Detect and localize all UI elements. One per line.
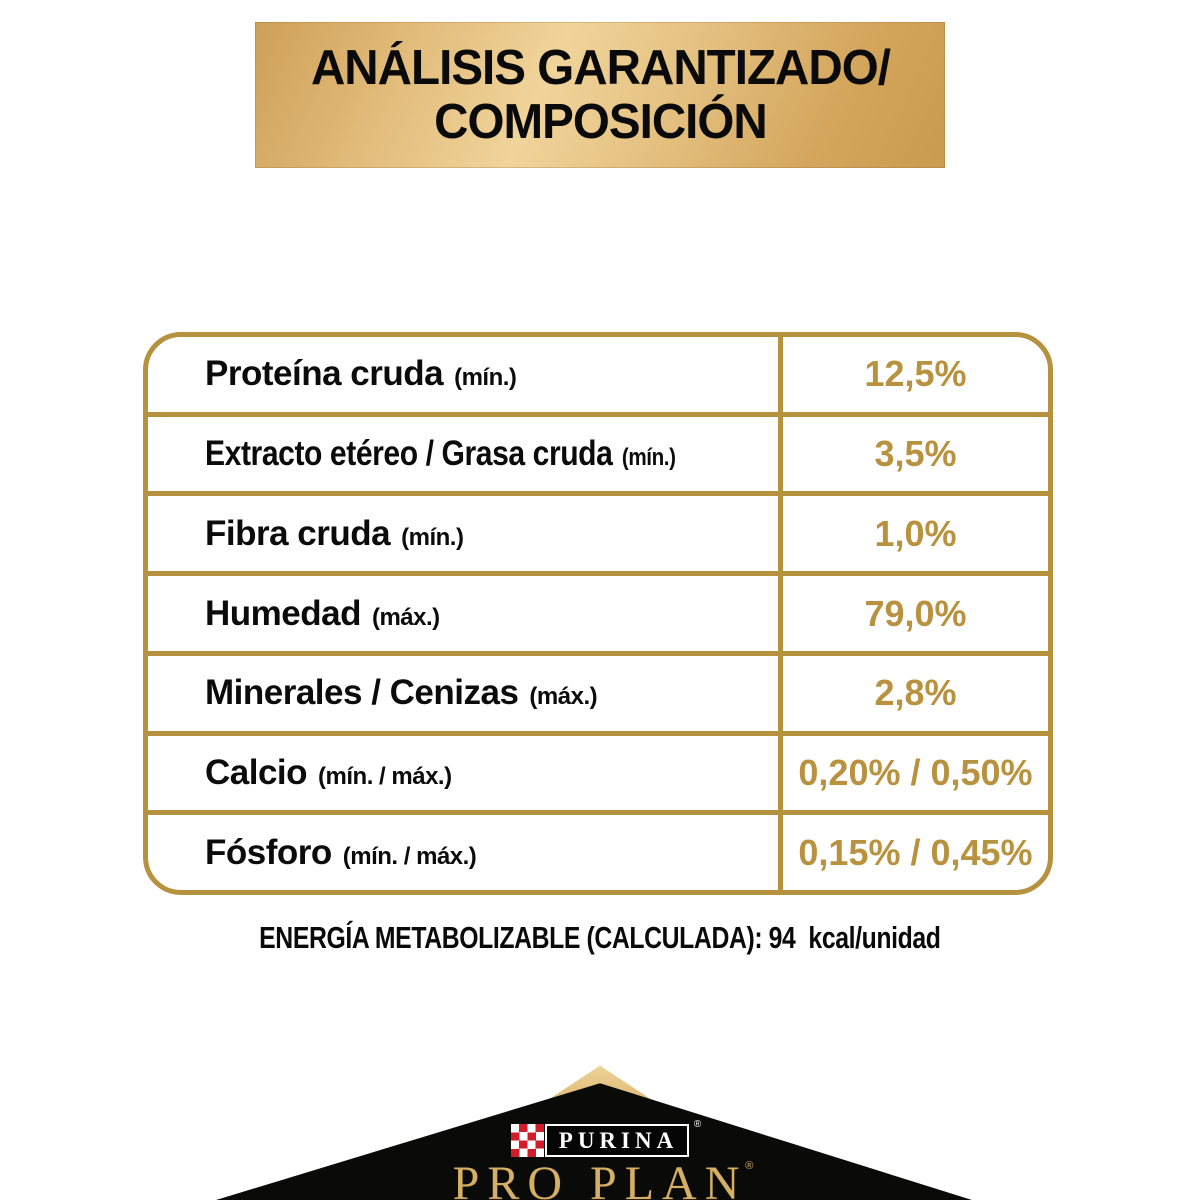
table-row: Fibra cruda (mín.) 1,0% — [148, 491, 1048, 572]
purina-wordmark-box: PURINA — [544, 1124, 690, 1157]
nutrient-value: 1,0% — [874, 512, 957, 554]
title-banner: ANÁLISIS GARANTIZADO/ COMPOSICIÓN — [255, 22, 945, 168]
nutrient-qualifier: (mín.) — [454, 364, 517, 392]
proplan-wordmark: PRO PLAN — [452, 1157, 748, 1200]
nutrient-value: 0,15% / 0,45% — [798, 831, 1033, 873]
nutrient-value-cell: 12,5% — [778, 337, 1048, 412]
nutrient-name: Humedad — [205, 593, 361, 633]
nutrient-name: Extracto etéreo / Grasa cruda — [205, 434, 613, 474]
nutrient-value-cell: 0,15% / 0,45% — [778, 815, 1048, 890]
nutrient-name: Fósforo — [205, 832, 332, 872]
nutrient-value: 3,5% — [874, 433, 957, 475]
table-row: Proteína cruda (mín.) 12,5% — [148, 337, 1048, 412]
purina-checkerboard-icon — [510, 1124, 544, 1157]
nutrient-value: 2,8% — [874, 672, 957, 714]
page-title-line1: ANÁLISIS GARANTIZADO/ — [310, 41, 890, 95]
nutrient-qualifier: (mín. / máx.) — [318, 762, 452, 790]
nutrient-value-cell: 2,8% — [778, 655, 1048, 731]
nutrient-qualifier: (mín.) — [621, 444, 676, 472]
nutrient-qualifier: (máx.) — [529, 683, 598, 711]
nutrient-value-cell: 1,0% — [778, 496, 1048, 572]
brand-footer: PURINA ® PRO PLAN ® — [0, 1054, 1200, 1200]
nutrient-qualifier: (mín.) — [401, 523, 464, 551]
metabolizable-energy-line: ENERGÍA METABOLIZABLE (CALCULADA): 94 kc… — [0, 920, 1200, 956]
nutrient-qualifier: (mín. / máx.) — [342, 842, 477, 870]
nutrient-label-cell: Extracto etéreo / Grasa cruda (mín.) — [148, 417, 778, 492]
nutrient-name: Fibra cruda — [205, 513, 391, 553]
registered-mark: ® — [693, 1119, 702, 1130]
nutrient-value-cell: 3,5% — [778, 416, 1048, 492]
table-row: Calcio (mín. / máx.) 0,20% / 0,50% — [148, 730, 1048, 811]
table-row: Humedad (máx.) 79,0% — [148, 571, 1048, 651]
nutrient-name: Calcio — [205, 752, 308, 792]
metabolizable-energy-text: ENERGÍA METABOLIZABLE (CALCULADA): 94 kc… — [259, 920, 941, 955]
nutrient-value: 79,0% — [864, 592, 967, 634]
nutrient-label-cell: Calcio (mín. / máx.) — [148, 736, 778, 811]
nutrient-qualifier: (máx.) — [371, 603, 440, 631]
page-title-line2: COMPOSICIÓN — [433, 95, 768, 149]
guaranteed-analysis-table: Proteína cruda (mín.) 12,5% Extracto etér… — [143, 332, 1053, 895]
nutrient-label-cell: Minerales / Cenizas (máx.) — [148, 656, 778, 731]
nutrient-name: Minerales / Cenizas — [205, 673, 519, 713]
registered-mark: ® — [745, 1160, 754, 1172]
nutrient-label-cell: Proteína cruda (mín.) — [148, 337, 778, 412]
purina-logo: PURINA ® — [510, 1119, 701, 1157]
purina-wordmark: PURINA — [558, 1128, 679, 1153]
nutrient-label-cell: Fibra cruda (mín.) — [148, 496, 778, 571]
brand-lockup: PURINA ® PRO PLAN ® — [0, 1119, 1200, 1200]
table-row: Extracto etéreo / Grasa cruda (mín.) 3,5% — [148, 411, 1048, 492]
table-row: Minerales / Cenizas (máx.) 2,8% — [148, 650, 1048, 731]
nutrient-value: 12,5% — [864, 353, 967, 395]
proplan-logo: PRO PLAN ® — [452, 1157, 754, 1200]
nutrient-value: 0,20% / 0,50% — [798, 751, 1033, 793]
table-row: Fósforo (mín. / máx.) 0,15% / 0,45% — [148, 810, 1048, 890]
nutrient-label-cell: Humedad (máx.) — [148, 576, 778, 651]
nutrient-name: Proteína cruda — [205, 354, 444, 394]
nutrient-value-cell: 0,20% / 0,50% — [778, 735, 1048, 811]
nutrient-label-cell: Fósforo (mín. / máx.) — [148, 815, 778, 890]
nutrient-value-cell: 79,0% — [778, 576, 1048, 651]
